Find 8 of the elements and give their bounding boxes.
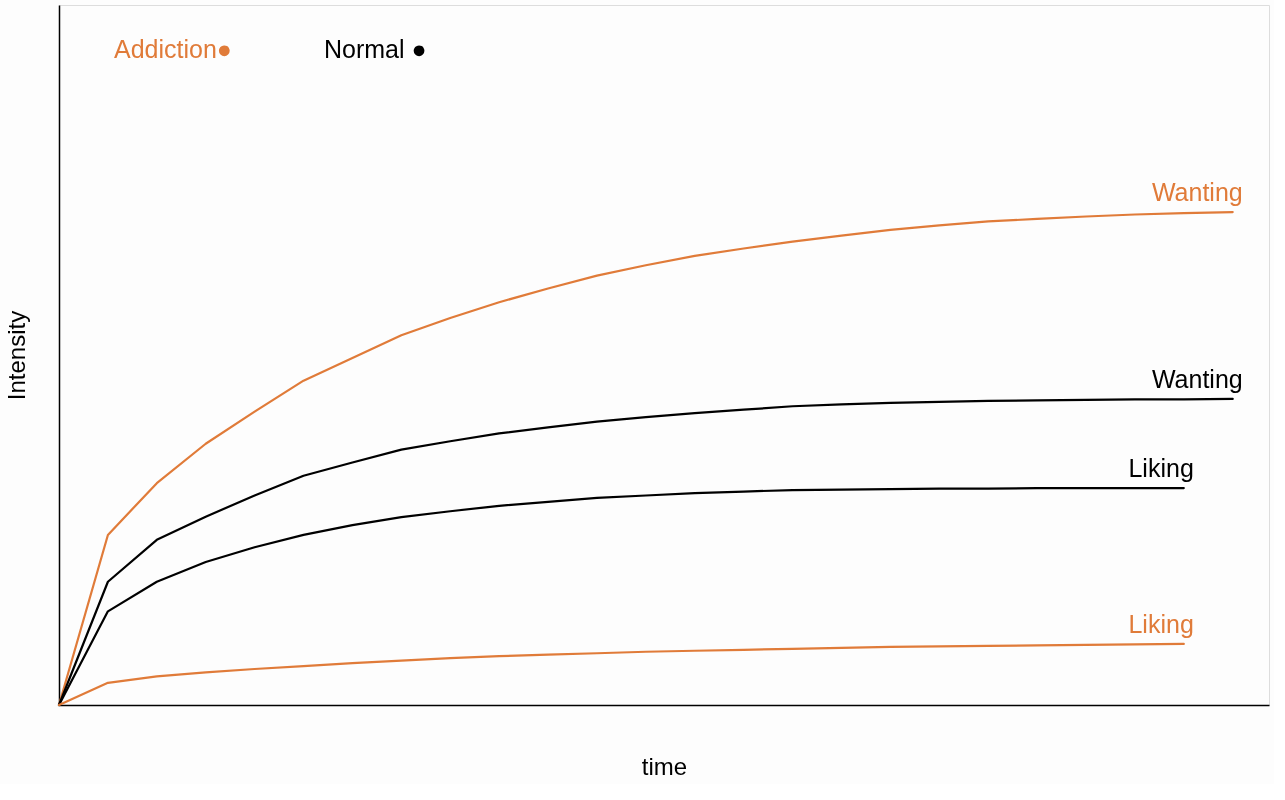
x-axis-title: time [641,752,688,780]
series-label: Liking [1128,609,1194,638]
y-axis-title: Intensity [2,310,30,401]
text: Normal ● [324,35,427,63]
series-label: Wanting [1151,364,1243,393]
series-label: Liking [1128,454,1194,483]
series-label: Wanting [1151,178,1243,207]
text: Addiction● [114,35,232,63]
